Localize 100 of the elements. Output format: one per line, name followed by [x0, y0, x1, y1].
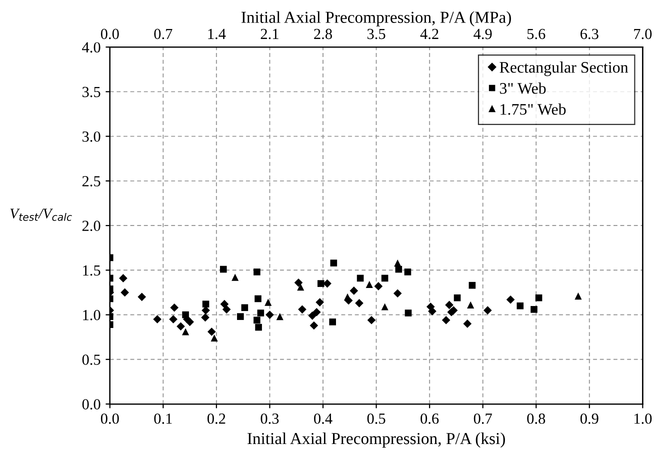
point [374, 282, 383, 290]
x2-tick-label: 0.0 [100, 28, 119, 40]
x-tick-label: 0.2 [207, 413, 226, 424]
point [254, 268, 260, 276]
legend-label: Rectangular Section [500, 62, 628, 76]
point [153, 315, 162, 324]
y-tick-label: 2.5 [82, 176, 100, 186]
x2-tick-label: 4.9 [474, 28, 492, 40]
point [182, 328, 190, 336]
point [310, 321, 318, 330]
y-tick-label: 3.0 [82, 131, 100, 142]
point [264, 298, 272, 306]
point [237, 313, 244, 320]
x-tick-label: 0.1 [154, 413, 172, 424]
point [350, 286, 358, 295]
point [201, 313, 210, 322]
x2-tick-label: 0.7 [154, 28, 172, 40]
point [257, 310, 264, 316]
legend-label: 1.75" Web [500, 104, 566, 115]
x2-tick-label: 1.4 [208, 28, 226, 40]
point [316, 298, 324, 306]
point [516, 302, 524, 310]
x2-tick-label: 6.3 [580, 28, 598, 40]
x-tick-label: 0.0 [100, 413, 119, 424]
point [254, 295, 262, 302]
point [381, 303, 388, 310]
point [330, 260, 338, 266]
point [182, 311, 189, 318]
x2-tick-label: 4.2 [420, 28, 438, 40]
y-tick-label: 0.5 [82, 354, 100, 365]
x2-axis-title: Initial Axial Precompression, P/A (MPa) [241, 11, 511, 26]
point [367, 316, 376, 324]
legend-label: 3" Web [500, 82, 546, 94]
x-tick-label: 1.0 [634, 413, 652, 424]
point [202, 300, 210, 308]
point [298, 305, 306, 314]
point [530, 306, 538, 313]
point [232, 274, 239, 281]
point [329, 318, 336, 326]
y-tick-label: 3.5 [82, 86, 100, 98]
point [210, 334, 218, 342]
point [202, 306, 210, 314]
point [506, 295, 515, 304]
point [535, 294, 542, 302]
y-tick-label: 1.0 [83, 310, 100, 320]
x-tick-label: 0.3 [260, 413, 279, 424]
point [220, 300, 229, 308]
point [138, 292, 146, 302]
x2-tick-label: 2.8 [314, 28, 332, 40]
point [222, 305, 231, 314]
x2-tick-label: 5.6 [527, 28, 546, 40]
point [266, 310, 274, 319]
x2-tick-label: 3.5 [367, 28, 386, 40]
point [119, 274, 128, 282]
point [381, 274, 388, 282]
point [428, 307, 436, 316]
x-tick-label: 0.6 [420, 413, 439, 424]
point [454, 294, 461, 302]
point [176, 322, 185, 331]
x-tick-label: 0.4 [314, 413, 332, 424]
point [574, 292, 582, 300]
point [254, 316, 260, 324]
point [317, 280, 324, 287]
x-tick-label: 0.5 [367, 413, 386, 424]
x2-tick-label: 2.1 [260, 28, 278, 40]
point [308, 312, 317, 320]
x-tick-label: 0.8 [527, 413, 546, 424]
point [404, 310, 412, 316]
y-tick-label: 4.0 [82, 42, 100, 53]
point [467, 301, 474, 309]
point [241, 304, 248, 312]
point [207, 328, 216, 336]
point [297, 284, 304, 291]
x2-tick-label: 7.0 [634, 28, 652, 40]
point [312, 308, 321, 316]
point [170, 303, 179, 312]
point [276, 313, 284, 320]
x-tick-label: 0.9 [580, 413, 598, 424]
y-tick-label: 1.5 [83, 265, 100, 276]
point [120, 288, 129, 297]
point [220, 266, 227, 273]
point [468, 282, 476, 289]
point [356, 274, 364, 282]
point [294, 278, 303, 287]
point [442, 316, 450, 324]
point [394, 259, 402, 267]
point [463, 320, 472, 328]
x-axis-title: Initial Axial Precompression, P/A (ksi) [248, 432, 505, 448]
x-tick-label: 0.7 [474, 413, 492, 424]
point [255, 324, 262, 331]
y-tick-label: 2.0 [82, 220, 100, 232]
y-tick-label: 0.0 [82, 399, 100, 410]
point [483, 306, 492, 314]
point [366, 280, 373, 288]
y-axis-title: V$_{test}$/V$_{calc}$ [10, 208, 72, 221]
point [445, 300, 454, 310]
point [404, 268, 412, 276]
point [393, 289, 402, 298]
point [355, 299, 364, 308]
point [169, 315, 178, 324]
